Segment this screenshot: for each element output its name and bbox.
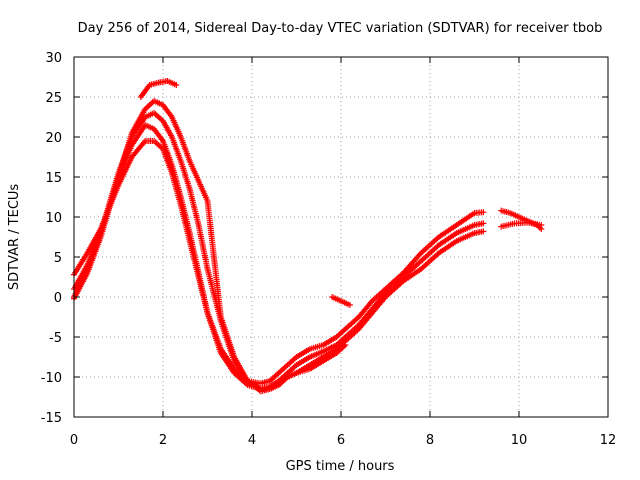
x-tick-label: 4 — [248, 433, 256, 448]
x-tick-label: 2 — [159, 433, 167, 448]
series-track-8 — [498, 219, 545, 230]
x-tick-label: 8 — [426, 433, 434, 448]
y-tick-label: 30 — [45, 51, 62, 66]
tick-layer: 0 2 4 6 8 10 12 -15 -10 -5 0 5 10 15 20 25 30 — [41, 51, 617, 448]
series-track-5 — [137, 78, 180, 100]
series-markers — [498, 219, 545, 230]
y-axis-label: SDTVAR / TECUs — [7, 184, 22, 291]
x-tick-label: 0 — [70, 433, 78, 448]
y-tick-label: 5 — [54, 251, 62, 266]
y-tick-label: 20 — [45, 131, 62, 146]
y-tick-label: -10 — [41, 371, 62, 386]
series-markers — [329, 294, 353, 308]
series-track-6 — [329, 294, 353, 308]
series-markers — [137, 78, 180, 100]
y-tick-label: 10 — [45, 211, 62, 226]
y-tick-label: 25 — [45, 91, 62, 106]
x-tick-label: 12 — [600, 433, 617, 448]
chart-title: Day 256 of 2014, Sidereal Day-to-day VTE… — [78, 21, 603, 36]
y-tick-label: 15 — [45, 171, 62, 186]
y-tick-label: -5 — [49, 331, 62, 346]
x-axis-label: GPS time / hours — [286, 459, 395, 474]
x-tick-label: 6 — [337, 433, 345, 448]
x-tick-label: 10 — [511, 433, 528, 448]
y-tick-label: -15 — [41, 411, 62, 426]
y-tick-label: 0 — [54, 291, 62, 306]
